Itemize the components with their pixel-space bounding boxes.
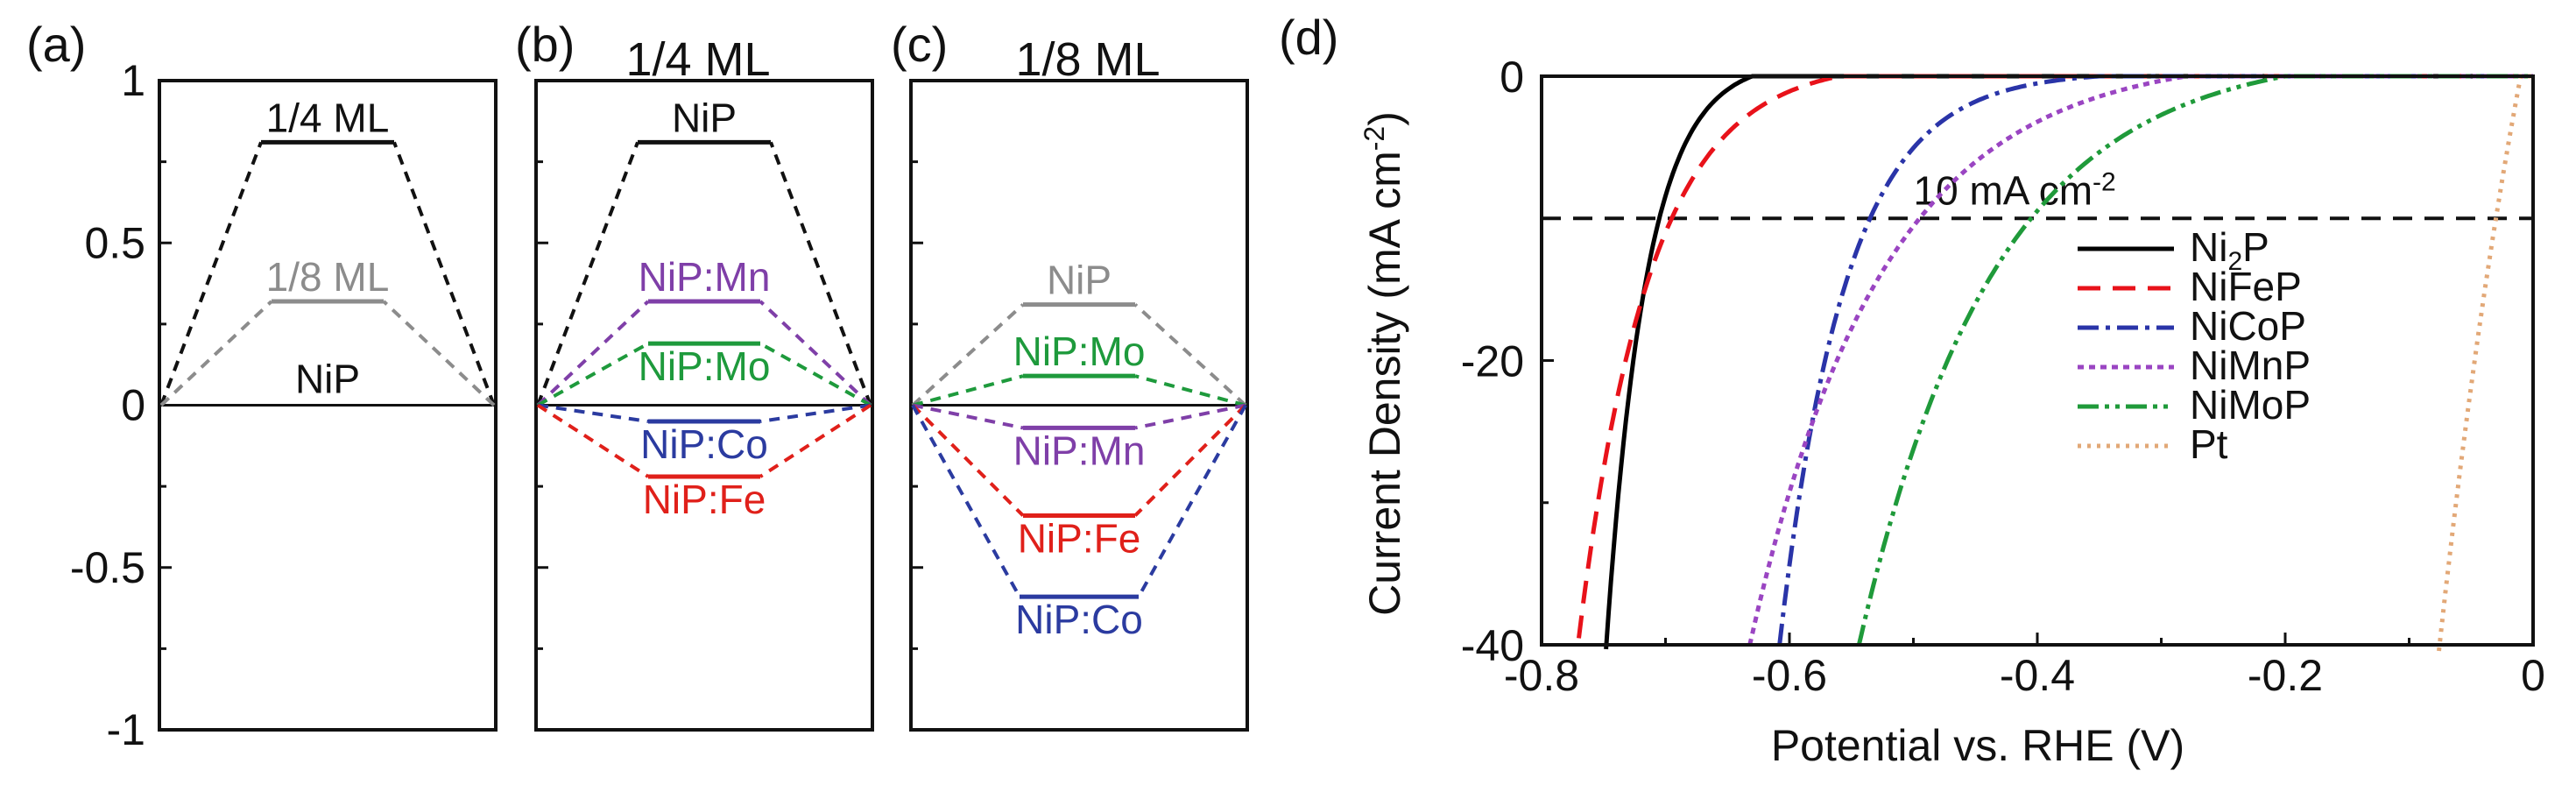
level-connector (1134, 403, 1246, 430)
level-connector (769, 141, 872, 407)
panel-d-label: (d) (1279, 10, 1338, 65)
legend-label: Pt (2190, 421, 2228, 467)
panel-b-label: (b) (515, 17, 575, 72)
x-tick-label: -0.4 (2000, 651, 2075, 700)
panel-b-levels: NiP NiP:Mn NiP:Mo NiP:Co NiP:Fe (536, 95, 872, 522)
level-label: NiP:Mn (1013, 428, 1146, 473)
series-nifep-curve (1577, 74, 2533, 639)
y-tick-label: -1 (107, 705, 145, 754)
level-connector (537, 403, 649, 424)
level-connector (159, 141, 263, 407)
panel-d-curves (1577, 74, 2533, 652)
level-connector (1133, 404, 1247, 517)
x-tick-label: -0.8 (1504, 651, 1579, 700)
level-label: NiP:Fe (643, 477, 766, 522)
level-connector (911, 303, 1025, 407)
x-tick-label: -0.2 (2248, 651, 2323, 700)
level-connector (159, 300, 273, 407)
panel-c-label: (c) (891, 17, 948, 72)
x-tick-label: 0 (2521, 651, 2545, 700)
level-connector (912, 403, 1024, 430)
level-connector (759, 403, 872, 424)
legend-label: Ni2P (2190, 224, 2269, 276)
series-nicop-curve (1777, 74, 2533, 646)
level-label: NiP:Fe (1018, 515, 1141, 561)
level-label: NiP:Mo (639, 343, 771, 389)
level-label: NiP (1047, 258, 1112, 303)
level-connector (759, 403, 872, 478)
level-connector (382, 300, 496, 407)
series-nimnp-curve (1747, 74, 2533, 646)
level-connector (536, 141, 639, 407)
panel-c: (c) 1/8 ML NiP NiP:Mo NiP:Mn NiP:Fe NiP:Co (891, 17, 1249, 732)
y-tick-label: 1 (121, 56, 145, 105)
panel-c-levels: NiP NiP:Mo NiP:Mn NiP:Fe NiP:Co (911, 258, 1247, 642)
legend-label: NiCoP (2190, 303, 2306, 349)
panel-a: (a) 1 0.5 0 -0.5 -1 1/4 ML 1/8 ML NiP (26, 17, 498, 754)
level-label: 1/8 ML (266, 254, 390, 300)
panel-a-label: (a) (26, 17, 86, 72)
level-label: NiP (295, 357, 360, 402)
panel-d-ticks: -0.8 -0.6 -0.4 -0.2 0 0 -20 -40 (1461, 53, 2545, 700)
level-connector (392, 141, 496, 407)
level-label: NiP (672, 95, 737, 140)
level-label: NiP:Co (1015, 597, 1143, 642)
level-label: NiP:Co (640, 421, 768, 467)
level-label: NiP:Mn (639, 254, 771, 300)
panel-d-ylabel: Current Density (mA cm-2) (1359, 111, 1409, 616)
panel-d-xlabel: Potential vs. RHE (V) (1771, 721, 2184, 770)
x-tick-label: -0.6 (1752, 651, 1827, 700)
panel-d-frame (1540, 74, 2535, 647)
level-connector (759, 300, 872, 407)
series-ni2p-curve (1604, 74, 2533, 650)
level-connector (911, 404, 1025, 517)
panel-d: (d) Current Density (mA cm-2) Potential … (1279, 10, 2545, 770)
level-connector (536, 300, 650, 407)
level-connector (1134, 374, 1246, 407)
level-connector (1137, 404, 1247, 598)
legend-label: NiMnP (2190, 343, 2311, 388)
y-tick-label: 0 (1500, 53, 1524, 102)
level-label: NiP:Mo (1013, 329, 1146, 374)
level-connector (759, 342, 872, 407)
panel-b: (b) 1/4 ML NiP NiP:Mn NiP:Mo NiP:Co NiP:Fe (515, 17, 874, 732)
panel-a-levels: 1/4 ML 1/8 ML NiP (159, 95, 496, 407)
level-connector (536, 403, 650, 478)
panel-c-header: 1/8 ML (1015, 33, 1160, 86)
y-tick-label: -0.5 (70, 543, 145, 592)
panel-b-header: 1/4 ML (625, 33, 770, 86)
reference-line-label: 10 mA cm-2 (1914, 167, 2116, 213)
level-connector (912, 374, 1024, 407)
level-connector (1133, 303, 1247, 407)
panel-a-y-ticks: 1 0.5 0 -0.5 -1 (70, 56, 172, 754)
y-tick-label: -20 (1461, 337, 1524, 386)
level-label: 1/4 ML (266, 95, 390, 140)
y-tick-label: 0 (121, 381, 145, 430)
series-pt-curve (2437, 74, 2533, 652)
legend-label: NiMoP (2190, 382, 2311, 428)
legend-label: NiFeP (2190, 264, 2302, 309)
level-connector (911, 404, 1021, 598)
level-connector (537, 342, 649, 407)
y-tick-label: 0.5 (84, 218, 145, 267)
y-tick-label: -40 (1461, 621, 1524, 670)
